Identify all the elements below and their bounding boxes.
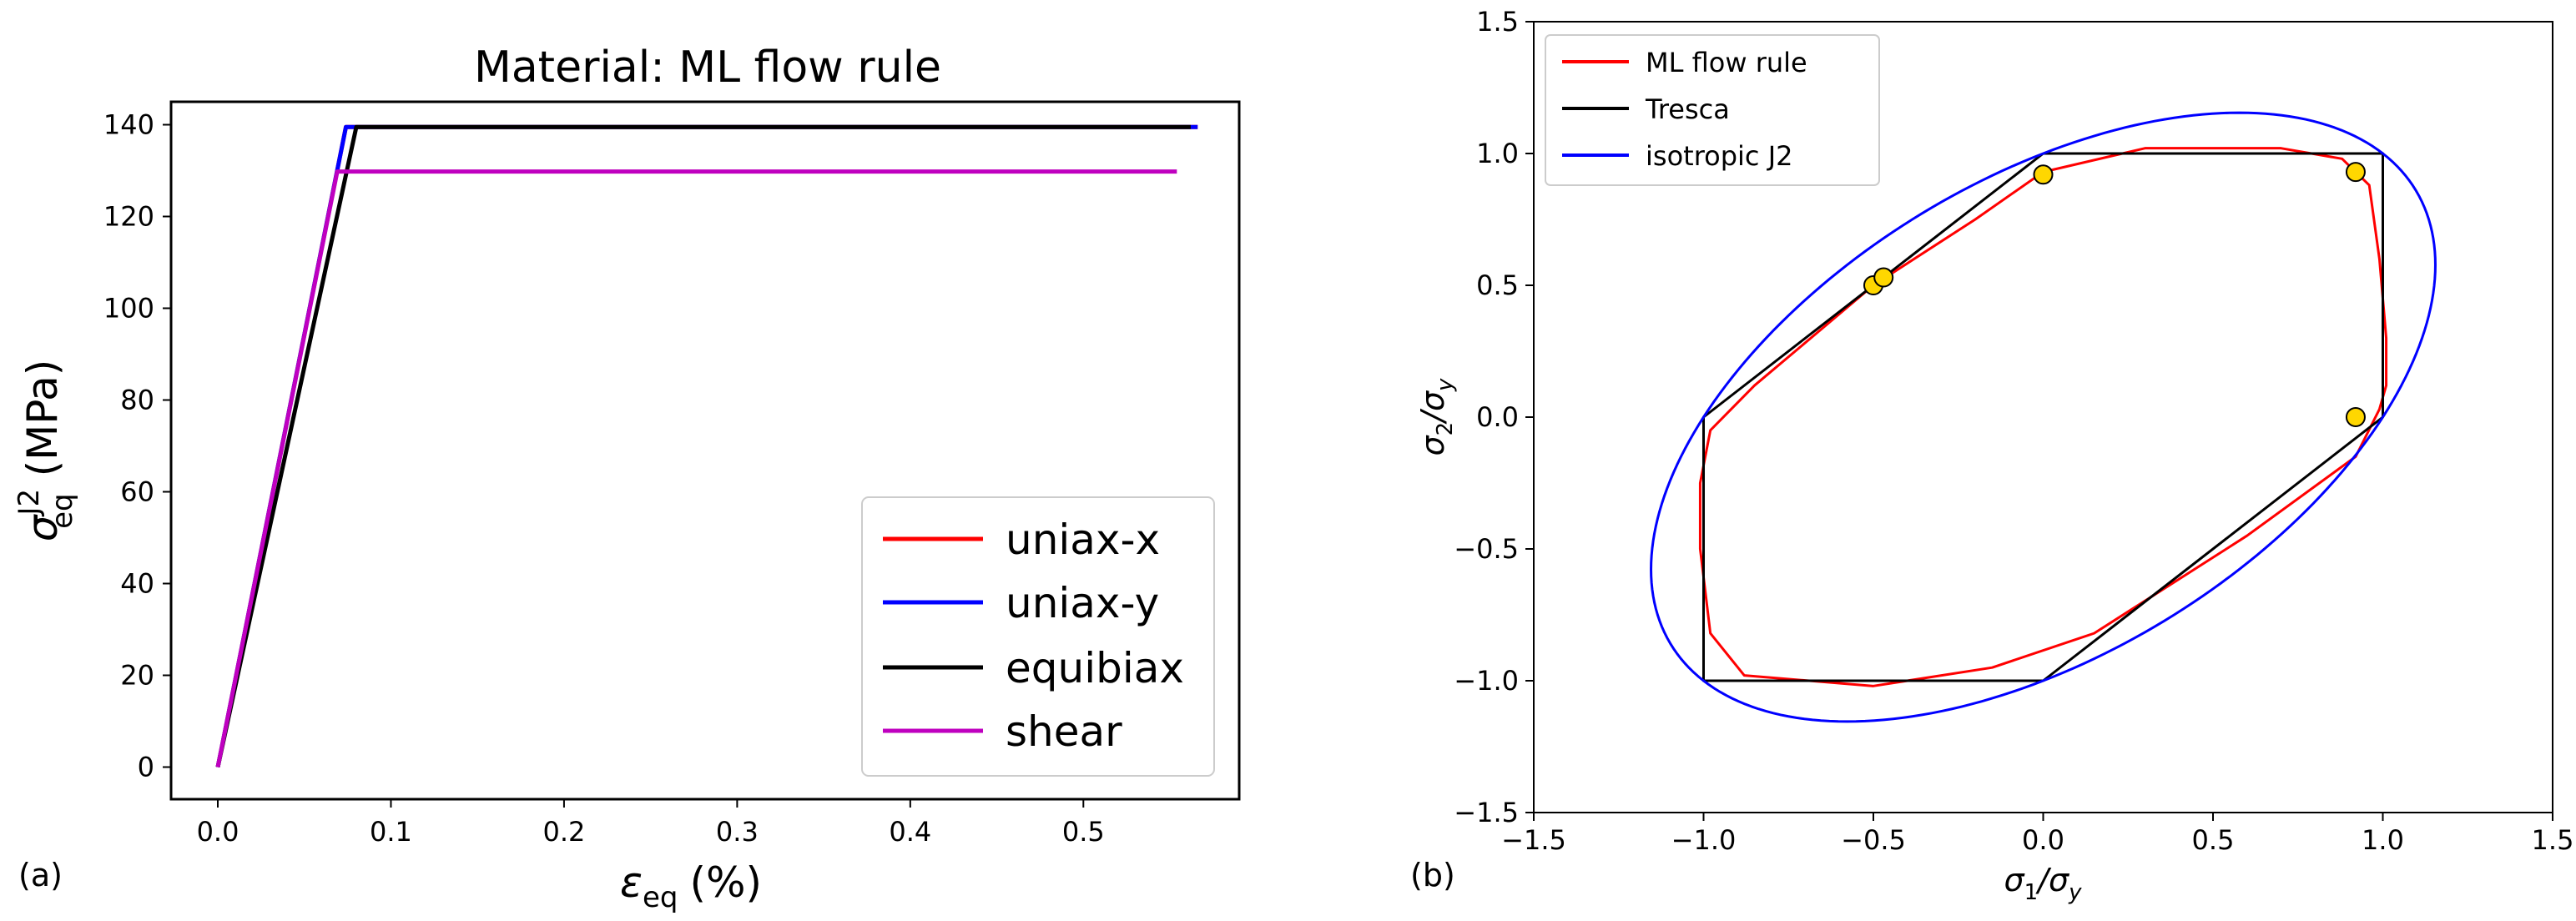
chart-a-legend-label-2: equibiax bbox=[1006, 644, 1184, 692]
chart-a-ylabel-sub: eq bbox=[46, 493, 79, 529]
chart-a-ytick-label: 100 bbox=[103, 293, 154, 325]
chart-b-legend-label-1: Tresca bbox=[1645, 93, 1730, 125]
chart-a-ytick-label: 0 bbox=[138, 752, 154, 783]
chart-b-ylabel-sub2: y bbox=[1433, 378, 1458, 392]
chart-b-ylabel: σ2/σy bbox=[1414, 378, 1458, 456]
chart-b-ytick-label: −1.0 bbox=[1454, 665, 1519, 697]
chart-a-legend-label-1: uniax-y bbox=[1006, 579, 1159, 627]
chart-b-ytick-label: 1.5 bbox=[1476, 6, 1519, 38]
chart-a-xlabel-sym: ε bbox=[620, 858, 643, 907]
chart-b-xlabel-sub1: 1 bbox=[2024, 880, 2039, 905]
chart-b-markers bbox=[1863, 162, 2366, 427]
chart-b-xlabel-sym: σ bbox=[2004, 862, 2026, 898]
chart-b-xtick-label: 0.5 bbox=[2192, 824, 2235, 856]
chart-b-xtick-label: 1.5 bbox=[2532, 824, 2574, 856]
chart-b-marker-point bbox=[2033, 164, 2054, 185]
chart-a-xtick-label: 0.3 bbox=[716, 816, 759, 848]
chart-a-legend-label-3: shear bbox=[1006, 707, 1122, 756]
chart-a-ytick-label: 140 bbox=[103, 109, 154, 141]
chart-b-legend-label-2: isotropic J2 bbox=[1646, 140, 1792, 172]
chart-a-legend-box bbox=[861, 496, 1215, 777]
chart-a-series-group bbox=[215, 124, 1198, 768]
chart-b-xlabel: σ1/σy bbox=[2004, 862, 2083, 905]
chart-a-xtick-label: 0.1 bbox=[370, 816, 412, 848]
chart-a-xtick-label: 0.5 bbox=[1062, 816, 1105, 848]
chart-b-ytick-label: −1.5 bbox=[1454, 797, 1519, 828]
chart-b-ylabel-sym: σ bbox=[1414, 434, 1451, 455]
chart-panel-b: −1.5 −1.0 −0.5 0.0 0.5 1.0 1.5 −1.5 −1.0 −0.5 0.0 0… bbox=[1410, 6, 2573, 905]
chart-a-ytick-label: 20 bbox=[120, 660, 154, 692]
chart-panel-a: Material: ML flow rule 0.0 0.1 0.2 0.3 0.4 0.… bbox=[13, 43, 1241, 914]
chart-b-plot-frame bbox=[1533, 21, 2553, 813]
chart-b-ytick-label: −0.5 bbox=[1454, 533, 1519, 565]
chart-a-ytick-label: 60 bbox=[120, 476, 154, 508]
chart-a-title: Material: ML flow rule bbox=[474, 43, 941, 93]
chart-b-xlabel-sub2: y bbox=[2068, 880, 2082, 905]
chart-a-series-equibiax bbox=[215, 124, 1191, 768]
chart-b-legend-label-0: ML flow rule bbox=[1646, 47, 1807, 78]
chart-b-xtick-label: 1.0 bbox=[2362, 824, 2404, 856]
chart-b-marker-point bbox=[2345, 162, 2366, 183]
chart-a-ylabel-unit: (MPa) bbox=[18, 360, 67, 477]
chart-a-legend-label-0: uniax-x bbox=[1006, 516, 1160, 564]
chart-b-xtick-label: −0.5 bbox=[1841, 824, 1906, 856]
chart-b-series-group bbox=[1650, 111, 2437, 723]
chart-a-ylabel-sup: J2 bbox=[13, 489, 46, 517]
chart-a-ytick-label: 40 bbox=[120, 568, 154, 600]
chart-a-plot-frame bbox=[169, 100, 1241, 801]
panel-b-label: (b) bbox=[1410, 857, 1455, 893]
chart-a-xlabel-sub: eq bbox=[643, 881, 678, 914]
chart-b-legend-box bbox=[1545, 34, 1880, 186]
chart-a-series-shear bbox=[215, 169, 1177, 768]
chart-b-ytick-label: 0.5 bbox=[1476, 269, 1519, 301]
chart-b-ylabel-sub1: 2 bbox=[1433, 422, 1458, 436]
chart-b-ylabel-slash: /σ bbox=[1414, 390, 1451, 425]
chart-b-xtick-label: 0.0 bbox=[2022, 824, 2064, 856]
chart-b-ytick-label: 1.0 bbox=[1476, 138, 1519, 169]
panel-a-label: (a) bbox=[18, 857, 63, 893]
chart-a-xtick-label: 0.4 bbox=[889, 816, 931, 848]
chart-b-series-isotropic-J2 bbox=[1650, 111, 2437, 723]
chart-b-marker-point bbox=[1873, 267, 1894, 288]
chart-b-ytick-label: 0.0 bbox=[1476, 401, 1519, 433]
chart-a-ylabel-sym: σ bbox=[18, 514, 67, 541]
chart-a-xlabel: εeq (%) bbox=[620, 858, 762, 914]
chart-b-xtick-label: −1.0 bbox=[1671, 824, 1737, 856]
chart-a-xlabel-unit: (%) bbox=[690, 858, 763, 907]
chart-a-ytick-label: 120 bbox=[103, 201, 154, 233]
chart-a-ticks: 0.0 0.1 0.2 0.3 0.4 0.5 0 20 40 60 80 100 120 140 bbox=[103, 109, 1105, 848]
chart-b-series-ML-flow-rule bbox=[1698, 147, 2388, 687]
chart-a-xtick-label: 0.0 bbox=[197, 816, 239, 848]
chart-a-ylabel: σJ2eq (MPa) bbox=[13, 360, 79, 542]
chart-a-xtick-label: 0.2 bbox=[542, 816, 585, 848]
chart-a-ytick-label: 80 bbox=[120, 385, 154, 416]
chart-b-legend: ML flow rule Tresca isotropic J2 bbox=[1545, 34, 1880, 186]
chart-b-series-Tresca bbox=[1702, 152, 2384, 682]
chart-a-legend: uniax-x uniax-y equibiax shear bbox=[861, 496, 1215, 777]
chart-b-xlabel-slash: /σ bbox=[2035, 862, 2070, 898]
chart-b-xtick-label: −1.5 bbox=[1501, 824, 1566, 856]
chart-b-marker-point bbox=[2345, 407, 2366, 427]
chart-b-ticks: −1.5 −1.0 −0.5 0.0 0.5 1.0 1.5 −1.5 −1.0 −0.5 0.0 0… bbox=[1454, 6, 2573, 856]
